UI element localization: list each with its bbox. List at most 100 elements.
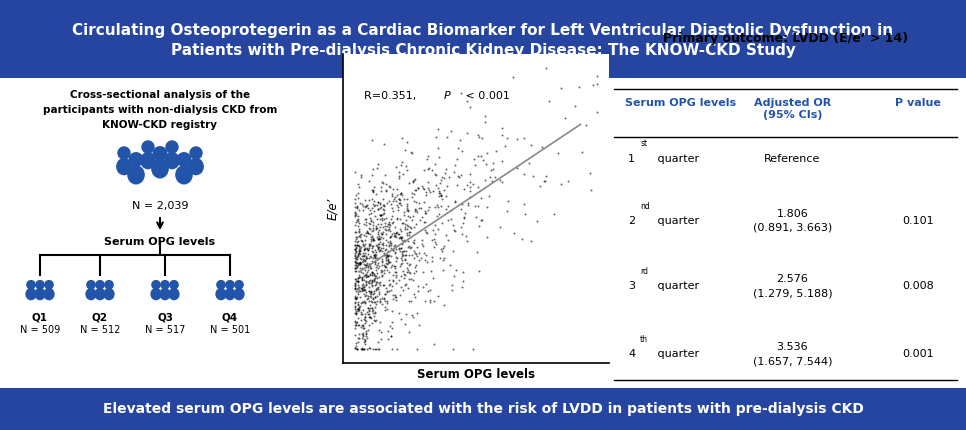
Point — [423, 267, 439, 274]
Point — [382, 238, 397, 245]
Point — [349, 218, 364, 225]
Point — [422, 189, 438, 196]
Point — [349, 319, 364, 326]
Point — [363, 221, 379, 227]
Ellipse shape — [26, 289, 36, 300]
Text: 2.576
(1.279, 5.188): 2.576 (1.279, 5.188) — [753, 274, 832, 298]
Point — [380, 258, 395, 265]
Text: 0.008: 0.008 — [902, 282, 934, 292]
Point — [399, 205, 414, 212]
Point — [497, 142, 513, 149]
Point — [426, 297, 441, 304]
Point — [384, 240, 399, 246]
Point — [371, 255, 386, 262]
Point — [372, 238, 387, 245]
Point — [365, 295, 381, 302]
Point — [400, 206, 415, 213]
Point — [384, 192, 400, 199]
Point — [351, 246, 366, 252]
Point — [401, 298, 416, 304]
Point — [435, 257, 450, 264]
Point — [399, 226, 414, 233]
Point — [349, 346, 364, 353]
Point — [381, 288, 396, 295]
Point — [447, 161, 463, 168]
Point — [465, 181, 480, 187]
Point — [367, 276, 383, 283]
Point — [359, 259, 375, 266]
Point — [485, 160, 500, 166]
Point — [418, 192, 434, 199]
Point — [366, 187, 382, 194]
Point — [358, 262, 374, 269]
Point — [389, 191, 405, 198]
Point — [381, 259, 396, 266]
Text: Circulating Osteoprotegerin as a Cardiac Biomarker for Left Ventricular Diastoli: Circulating Osteoprotegerin as a Cardiac… — [72, 24, 894, 39]
Point — [348, 286, 363, 292]
Point — [364, 242, 380, 249]
Circle shape — [170, 281, 178, 289]
Point — [352, 247, 367, 254]
Point — [378, 264, 393, 271]
Ellipse shape — [169, 289, 179, 300]
Point — [385, 246, 401, 253]
Point — [351, 260, 366, 267]
Point — [479, 233, 495, 240]
Point — [397, 147, 412, 154]
Point — [364, 172, 380, 179]
Point — [373, 215, 388, 222]
Point — [384, 319, 400, 326]
Point — [367, 294, 383, 301]
Point — [373, 296, 388, 303]
Point — [355, 346, 371, 353]
Point — [418, 280, 434, 287]
Point — [385, 198, 401, 205]
Point — [361, 288, 377, 295]
Point — [384, 346, 399, 353]
Point — [370, 230, 385, 237]
Point — [376, 179, 391, 186]
Point — [436, 255, 451, 261]
Point — [389, 186, 405, 193]
Point — [360, 279, 376, 286]
Point — [356, 251, 372, 258]
Point — [453, 223, 469, 230]
Point — [383, 244, 398, 251]
Point — [429, 240, 444, 247]
Point — [393, 283, 409, 290]
Point — [381, 239, 396, 246]
Point — [411, 287, 426, 294]
Point — [359, 229, 375, 236]
Point — [373, 200, 388, 206]
Text: 0.101: 0.101 — [902, 216, 934, 226]
Point — [460, 97, 475, 104]
Point — [444, 287, 460, 294]
Text: N = 501: N = 501 — [210, 325, 250, 335]
Point — [351, 314, 366, 321]
Point — [355, 241, 371, 248]
Point — [357, 314, 373, 321]
Point — [414, 183, 430, 190]
Point — [385, 295, 401, 302]
Point — [356, 249, 372, 256]
Point — [358, 335, 374, 342]
Point — [352, 251, 367, 258]
Point — [402, 231, 417, 238]
Point — [394, 159, 410, 166]
Point — [376, 201, 391, 208]
Point — [373, 268, 388, 275]
Point — [438, 232, 453, 239]
Point — [351, 307, 366, 314]
Point — [348, 305, 363, 312]
Point — [348, 255, 363, 261]
Point — [356, 232, 372, 239]
Point — [382, 227, 397, 234]
Point — [397, 255, 412, 262]
Point — [458, 233, 473, 240]
Point — [393, 161, 409, 168]
Point — [489, 147, 504, 154]
Point — [361, 240, 377, 247]
Point — [408, 207, 423, 214]
Point — [494, 179, 509, 186]
Point — [398, 237, 413, 244]
